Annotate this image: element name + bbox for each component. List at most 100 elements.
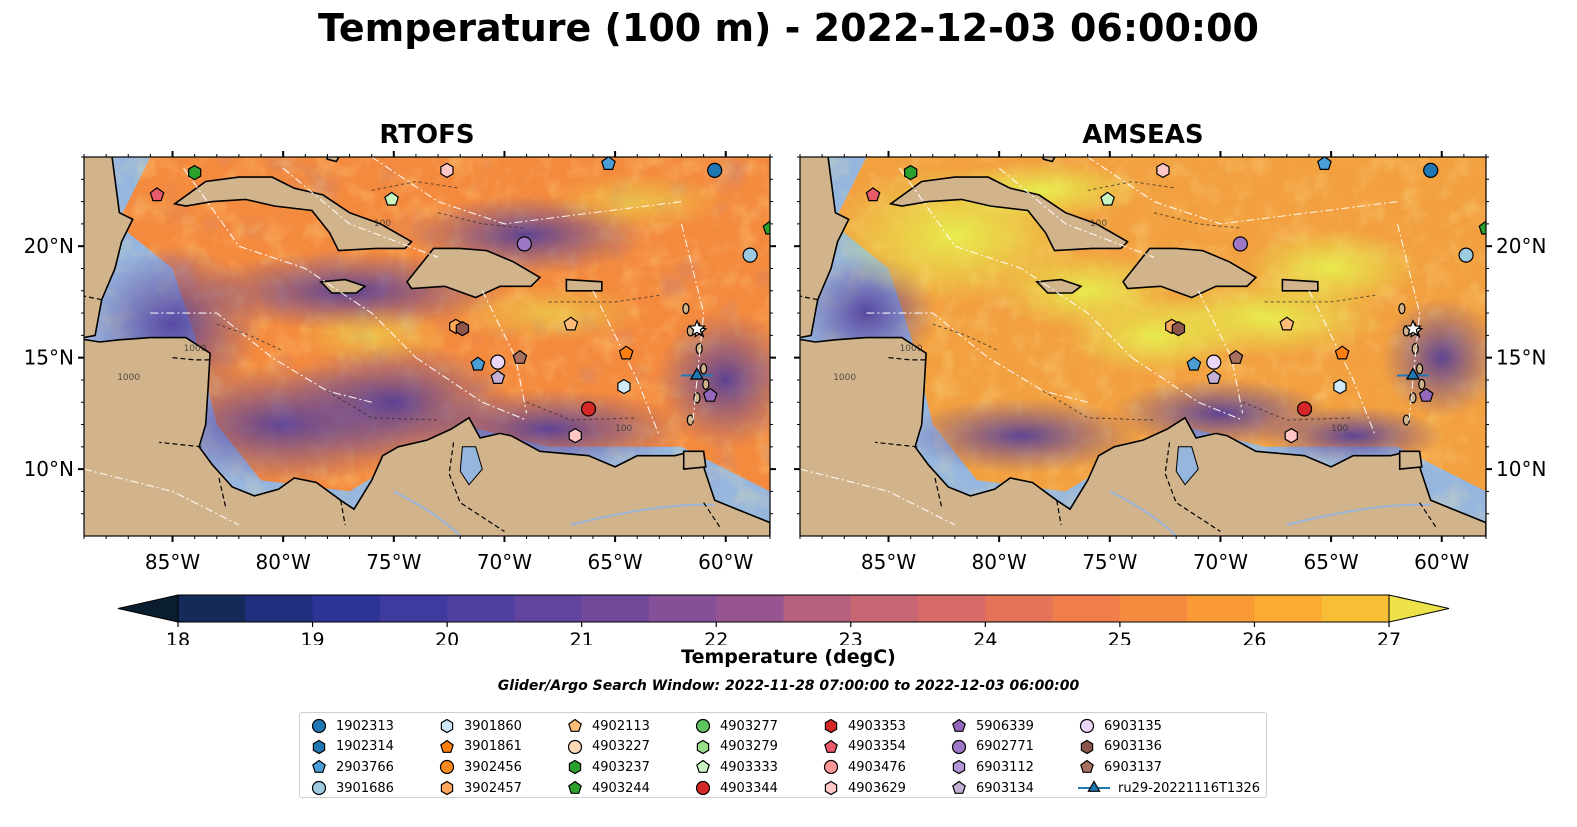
pentagon-marker-icon [312,760,326,774]
platform-marker-6902771 [516,236,532,252]
platform-marker-4903244 [762,220,770,235]
contour-label: 1000 [117,373,140,383]
legend-label: 4903279 [720,739,778,755]
circle-marker-icon [823,760,839,775]
legend-entry: 3901686 [310,778,394,799]
platform-marker-3901861 [1334,345,1350,360]
colorbar-bin [379,595,448,622]
pentagon-marker-icon [824,739,838,753]
legend-entry: 1902313 [310,716,394,737]
legend-entry: 3902457 [438,778,522,799]
legend-column: 4902113 4903227 4903237 4903244 [566,716,650,798]
platform-marker-6903134 [490,369,506,384]
platform-marker-1902313 [1423,162,1439,178]
legend-label: 4903354 [848,739,906,755]
platform-marker-4902113 [1279,316,1295,331]
pentagon-marker-icon [440,739,454,753]
hexagon-marker-icon [824,780,838,796]
legend-entry: 4903227 [566,737,650,758]
lon-tick-label: 85°W [861,550,916,574]
legend-entry: 4903476 [822,757,906,778]
colorbar-bin [447,595,515,622]
legend-entry: 6903136 [1078,737,1260,758]
platform-marker-2903766 [601,157,616,170]
legend-entry: 6903135 [1078,716,1260,737]
legend-entry: 3901861 [438,737,522,758]
pentagon-marker-icon [1080,760,1094,774]
lon-tick-label: 80°W [972,550,1027,574]
platform-marker-3901860 [617,378,631,395]
legend-label: 6903134 [976,780,1034,796]
legend-column: 1902313 1902314 2903766 3901686 [310,716,394,798]
legend-label: 6903135 [1104,718,1162,734]
panel-title-rtofs: RTOFS [379,120,475,150]
triangle-marker-icon [1078,780,1110,792]
lon-tick-label: 70°W [477,550,532,574]
lat-tick-label: 10°N [1496,457,1546,481]
platform-marker-4903344 [580,401,597,417]
legend-label: 6903112 [976,759,1034,775]
pentagon-marker-icon [952,719,966,733]
platform-marker-2903766b [1186,356,1202,371]
platform-marker-star [687,319,707,337]
contour-label: 1000 [900,344,923,354]
contour-label: 100 [1090,219,1107,229]
circle-marker-icon [311,719,327,734]
lon-tick-label: 75°W [1082,550,1137,574]
search-window-text: Glider/Argo Search Window: 2022-11-28 07… [497,678,1080,694]
platform-marker-6903137 [1228,349,1244,364]
circle-marker-icon [695,780,711,796]
legend-label: 6903136 [1104,739,1162,755]
lat-tick-label: 15°N [24,346,74,370]
colorbar-bin [312,595,381,622]
contour-label: 100 [1331,424,1348,434]
platform-marker-6903136 [455,321,470,337]
hexagon-marker-icon [1080,739,1094,755]
legend-label: 6902771 [976,739,1034,755]
colorbar-bin [985,595,1054,622]
platform-marker-3901686 [1458,247,1474,263]
legend-label: 4903244 [592,780,650,796]
colorbar-tick-label: 24 [973,629,997,645]
platform-marker-3901861 [618,345,634,360]
platform-marker-5906339 [702,387,718,402]
colorbar-tick-label: 27 [1377,629,1401,645]
legend-column: 6903135 6903136 6903137 ru29-20221116T1326 [1078,716,1260,798]
platform-marker-4903333 [384,191,400,206]
legend-entry: 4903237 [566,757,650,778]
legend-label: 3901861 [464,739,522,755]
colorbar-tick-label: 18 [166,629,190,645]
legend-entry: ru29-20221116T1326 [1078,778,1260,799]
colorbar-tick-label: 21 [570,629,594,645]
legend-entry: 6903137 [1078,757,1260,778]
hexagon-marker-icon [440,780,454,796]
map-panel-amseas[interactable]: 1000 1000 100 100 85°W 80°W 75°W 70°W 65°W 60°W 20… [789,146,1547,574]
legend-label: 4902113 [592,718,650,734]
platform-marker-ru29-20221116T1326 [1396,367,1429,380]
platform-marker-5906339 [1418,387,1434,402]
legend-label: 4903476 [848,759,906,775]
platform-marker-4903354 [149,187,165,202]
legend-entry: 6903112 [950,757,1034,778]
legend-entry: 4902113 [566,716,650,737]
platform-marker-4903629b [1156,162,1170,179]
map-panel-rtofs[interactable]: 1000 1000 100 100 85°W 80°W 75°W 70°W 65°W 60°W 20… [24,146,796,574]
colorbar-label: Temperature (degC) [681,646,896,668]
platform-marker-4902113 [563,316,579,331]
lon-tick-label: 60°W [698,550,753,574]
hexagon-marker-icon [696,739,710,755]
legend-label: 4903277 [720,718,778,734]
lon-tick-label: 60°W [1414,550,1469,574]
colorbar-bin [1119,595,1188,622]
colorbar-bin [1254,595,1323,622]
lat-tick-label: 10°N [24,457,74,481]
platform-marker-4903237 [903,164,918,181]
lon-tick-label: 75°W [366,550,421,574]
legend-label: 3901686 [336,780,394,796]
colorbar-bin [514,595,583,622]
platform-marker-6903137 [512,349,528,364]
hexagon-marker-icon [568,760,582,775]
panel-title-amseas: AMSEAS [1082,120,1204,150]
legend-entry: 4903244 [566,778,650,799]
lat-tick-label: 15°N [1496,346,1546,370]
